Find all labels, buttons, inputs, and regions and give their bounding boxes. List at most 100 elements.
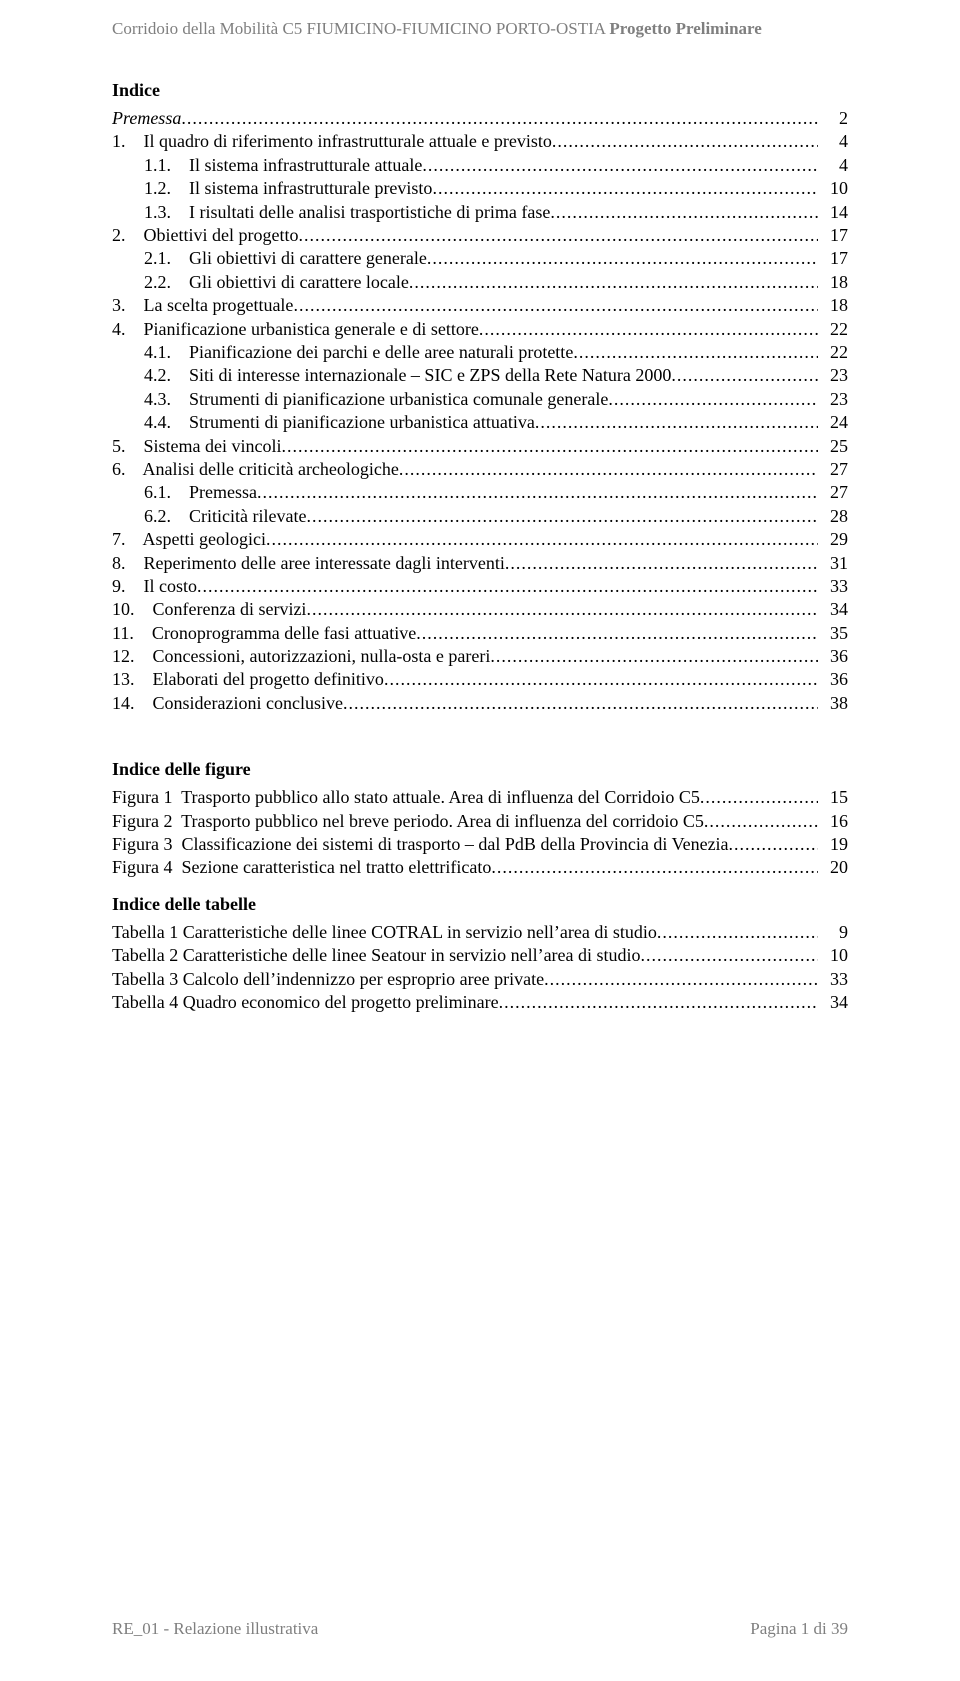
toc-entry-page: 18 xyxy=(818,294,848,317)
figure-entry: Figura 1 Trasporto pubblico allo stato a… xyxy=(112,786,848,809)
toc-entry: Premessa2 xyxy=(112,107,848,130)
toc-entry-page: 25 xyxy=(818,435,848,458)
toc-entry-page: 33 xyxy=(818,575,848,598)
leader-dots xyxy=(298,224,818,245)
leader-dots xyxy=(422,154,818,175)
indice-title: Indice xyxy=(112,80,848,101)
toc-entry-label: 2.1. Gli obiettivi di carattere generale xyxy=(144,247,427,270)
toc-entry: 4.1. Pianificazione dei parchi e delle a… xyxy=(112,341,848,364)
leader-dots xyxy=(399,458,818,479)
toc-entry: 4.3. Strumenti di pianificazione urbanis… xyxy=(112,388,848,411)
table-entry: Tabella 2 Caratteristiche delle linee Se… xyxy=(112,944,848,967)
toc-entry-label: 4.3. Strumenti di pianificazione urbanis… xyxy=(144,388,608,411)
table-entry: Tabella 1 Caratteristiche delle linee CO… xyxy=(112,921,848,944)
toc-entry: 14. Considerazioni conclusive38 xyxy=(112,692,848,715)
toc-entry: 4. Pianificazione urbanistica generale e… xyxy=(112,318,848,341)
leader-dots xyxy=(535,411,818,432)
toc-entry-label: Premessa xyxy=(112,107,181,130)
table-entry-label: Tabella 1 Caratteristiche delle linee CO… xyxy=(112,921,657,944)
leader-dots xyxy=(704,810,818,831)
leader-dots xyxy=(505,552,818,573)
toc-entry: 9. Il costo 33 xyxy=(112,575,848,598)
toc-entry-page: 27 xyxy=(818,481,848,504)
toc-entry: 1.1. Il sistema infrastrutturale attuale… xyxy=(112,154,848,177)
toc-entry-label: 1.1. Il sistema infrastrutturale attuale xyxy=(144,154,422,177)
toc-entry: 1.3. I risultati delle analisi trasporti… xyxy=(112,201,848,224)
toc-entry: 1.2. Il sistema infrastrutturale previst… xyxy=(112,177,848,200)
figure-entry-page: 19 xyxy=(818,833,848,856)
toc-entry-label: 4. Pianificazione urbanistica generale e… xyxy=(112,318,479,341)
toc-entry-page: 22 xyxy=(818,318,848,341)
tables-container: Tabella 1 Caratteristiche delle linee CO… xyxy=(112,921,848,1015)
figure-entry-label: Figura 1 Trasporto pubblico allo stato a… xyxy=(112,786,700,809)
toc-entry-label: 12. Concessioni, autorizzazioni, nulla-o… xyxy=(112,645,490,668)
toc-entry-page: 34 xyxy=(818,598,848,621)
leader-dots xyxy=(671,364,818,385)
leader-dots xyxy=(306,505,818,526)
leader-dots xyxy=(181,107,818,128)
leader-dots xyxy=(608,388,818,409)
toc-entry: 11. Cronoprogramma delle fasi attuative3… xyxy=(112,622,848,645)
toc-entry-page: 31 xyxy=(818,552,848,575)
leader-dots xyxy=(384,668,818,689)
toc-entry-label: 2. Obiettivi del progetto xyxy=(112,224,298,247)
leader-dots xyxy=(257,481,818,502)
toc-entry-page: 28 xyxy=(818,505,848,528)
toc-entry-page: 4 xyxy=(818,154,848,177)
figure-entry: Figura 2 Trasporto pubblico nel breve pe… xyxy=(112,810,848,833)
table-entry-page: 33 xyxy=(818,968,848,991)
toc-entry-label: 3. La scelta progettuale xyxy=(112,294,293,317)
header-bold-text: Progetto Preliminare xyxy=(609,19,761,38)
table-entry-label: Tabella 4 Quadro economico del progetto … xyxy=(112,991,499,1014)
figure-entry: Figura 3 Classificazione dei sistemi di … xyxy=(112,833,848,856)
tables-title: Indice delle tabelle xyxy=(112,894,848,915)
table-entry: Tabella 4 Quadro economico del progetto … xyxy=(112,991,848,1014)
figure-entry-page: 16 xyxy=(818,810,848,833)
toc-entry-label: 1.2. Il sistema infrastrutturale previst… xyxy=(144,177,432,200)
toc-entry: 4.4. Strumenti di pianificazione urbanis… xyxy=(112,411,848,434)
toc-entry-page: 27 xyxy=(818,458,848,481)
toc-entry: 8. Reperimento delle aree interessate da… xyxy=(112,552,848,575)
figures-title: Indice delle figure xyxy=(112,759,848,780)
toc-entry-label: 9. Il costo xyxy=(112,575,197,598)
toc-entry: 10. Conferenza di servizi34 xyxy=(112,598,848,621)
toc-entry-page: 14 xyxy=(818,201,848,224)
toc-entry-label: 6.2. Criticità rilevate xyxy=(144,505,306,528)
toc-entry-label: 13. Elaborati del progetto definitivo xyxy=(112,668,384,691)
leader-dots xyxy=(490,645,818,666)
table-entry-page: 34 xyxy=(818,991,848,1014)
leader-dots xyxy=(573,341,818,362)
toc-entry-label: 6. Analisi delle criticità archeologiche xyxy=(112,458,399,481)
toc-entry-label: 4.4. Strumenti di pianificazione urbanis… xyxy=(144,411,535,434)
toc-entry-page: 35 xyxy=(818,622,848,645)
toc-entry-page: 38 xyxy=(818,692,848,715)
leader-dots xyxy=(552,130,818,151)
toc-entry: 6.2. Criticità rilevate 28 xyxy=(112,505,848,528)
footer-right: Pagina 1 di 39 xyxy=(750,1619,848,1639)
toc-entry-page: 24 xyxy=(818,411,848,434)
table-entry-label: Tabella 2 Caratteristiche delle linee Se… xyxy=(112,944,641,967)
document-page: Corridoio della Mobilità C5 FIUMICINO-FI… xyxy=(0,0,960,1681)
leader-dots xyxy=(416,622,818,643)
document-header: Corridoio della Mobilità C5 FIUMICINO-FI… xyxy=(112,18,848,40)
table-entry-page: 10 xyxy=(818,944,848,967)
leader-dots xyxy=(641,944,818,965)
toc-entry-page: 29 xyxy=(818,528,848,551)
toc-entry: 5. Sistema dei vincoli 25 xyxy=(112,435,848,458)
leader-dots xyxy=(266,528,818,549)
leader-dots xyxy=(700,786,818,807)
toc-entry-label: 5. Sistema dei vincoli xyxy=(112,435,281,458)
toc-entry: 3. La scelta progettuale 18 xyxy=(112,294,848,317)
leader-dots xyxy=(499,991,818,1012)
leader-dots xyxy=(729,833,818,854)
toc-entry: 6.1. Premessa27 xyxy=(112,481,848,504)
footer-left: RE_01 - Relazione illustrativa xyxy=(112,1619,318,1639)
leader-dots xyxy=(550,201,818,222)
figure-entry-page: 15 xyxy=(818,786,848,809)
figure-entry-label: Figura 4 Sezione caratteristica nel trat… xyxy=(112,856,491,879)
toc-entry-page: 22 xyxy=(818,341,848,364)
toc-entry-label: 1.3. I risultati delle analisi trasporti… xyxy=(144,201,550,224)
header-grey-text: Corridoio della Mobilità C5 FIUMICINO-FI… xyxy=(112,19,605,38)
leader-dots xyxy=(293,294,818,315)
leader-dots xyxy=(544,968,818,989)
